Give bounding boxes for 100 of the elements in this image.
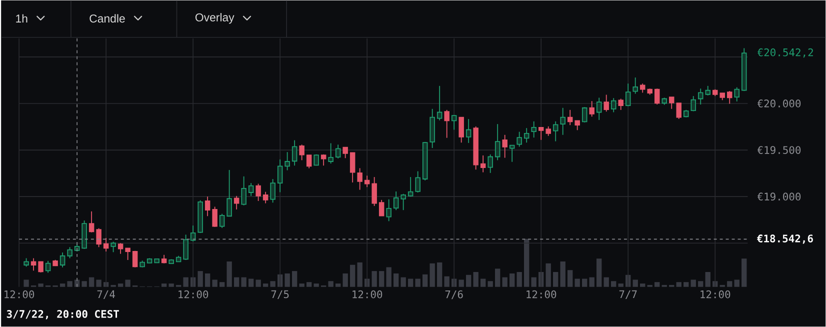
candlestick [357, 168, 362, 190]
candlestick [241, 176, 246, 206]
bar [88, 277, 94, 287]
bar [60, 284, 66, 287]
y-tick-label: €19.000 [757, 192, 801, 201]
x-tick-label: 12:00 [700, 290, 730, 298]
candlestick [284, 152, 290, 171]
bar [270, 281, 276, 287]
candlestick [350, 152, 356, 183]
candlestick [190, 225, 196, 242]
candlestick [400, 194, 406, 211]
candlestick [582, 106, 588, 123]
candlestick [604, 94, 609, 112]
bar [378, 271, 384, 287]
candlestick [60, 252, 66, 268]
bar [589, 277, 594, 287]
bar [422, 274, 428, 287]
candlestick [292, 140, 298, 166]
bar [516, 272, 522, 287]
bar [357, 262, 362, 287]
candlestick [705, 86, 710, 96]
candlestick [640, 83, 646, 94]
candlestick [372, 176, 377, 207]
bar [118, 284, 124, 287]
bar [596, 258, 602, 287]
bar [568, 270, 573, 287]
candlestick [726, 90, 732, 104]
candlestick [226, 170, 232, 217]
candlestick [204, 196, 210, 217]
candlestick [415, 170, 420, 194]
bar [473, 272, 478, 287]
bar [632, 280, 638, 287]
bar [502, 277, 508, 287]
candlestick [248, 182, 254, 196]
candlestick [451, 114, 457, 130]
bar [125, 280, 130, 287]
bar [204, 274, 210, 287]
candlestick [444, 110, 450, 138]
bar [618, 284, 624, 287]
bar [248, 278, 254, 287]
bar [690, 280, 696, 287]
bar [560, 262, 566, 287]
candlestick [96, 228, 102, 248]
bar [299, 284, 304, 287]
bar [734, 280, 740, 287]
bar [393, 274, 399, 287]
candlestick [480, 155, 486, 173]
candlestick [654, 88, 660, 106]
candlestick [342, 146, 348, 159]
candlestick [466, 118, 472, 144]
candlestick [531, 121, 536, 138]
candlestick [328, 142, 334, 164]
bar [458, 280, 464, 287]
bar [96, 280, 102, 287]
bar [430, 263, 435, 287]
candlestick [408, 176, 414, 198]
bar [226, 262, 232, 287]
bar [335, 284, 341, 287]
bar [546, 263, 551, 287]
bar [82, 281, 87, 287]
bar [400, 277, 406, 287]
candlestick [589, 100, 594, 118]
candlestick [596, 97, 602, 121]
bar [262, 284, 268, 287]
bar [684, 282, 689, 287]
candlestick [538, 127, 544, 140]
candlestick [560, 108, 566, 136]
candlestick [306, 154, 312, 169]
bar [574, 278, 580, 287]
bar [444, 276, 450, 287]
candlestick [262, 191, 268, 204]
text: 1h [16, 14, 28, 23]
bar [611, 281, 616, 287]
bar [241, 277, 246, 287]
candlestick [386, 198, 392, 222]
candlestick [67, 246, 72, 259]
bar [408, 278, 414, 287]
candlestick [234, 196, 240, 210]
candlestick [625, 83, 631, 107]
bar [306, 282, 312, 287]
candlestick [509, 144, 515, 162]
bar [698, 281, 704, 287]
bar [705, 272, 710, 287]
candlestick [219, 213, 225, 228]
candlestick [676, 102, 682, 120]
candlestick [132, 250, 138, 268]
bar [436, 262, 442, 287]
candlestick [567, 110, 573, 126]
candlestick [378, 200, 384, 216]
candlestick [516, 131, 522, 148]
candlestick [335, 144, 341, 159]
bar [466, 274, 472, 287]
candlestick [734, 86, 740, 102]
bar [24, 280, 29, 287]
bar [640, 284, 646, 287]
bar [553, 272, 558, 287]
bar [510, 274, 515, 287]
candlestick [494, 124, 500, 161]
candlestick [552, 121, 558, 142]
bar [292, 271, 298, 287]
